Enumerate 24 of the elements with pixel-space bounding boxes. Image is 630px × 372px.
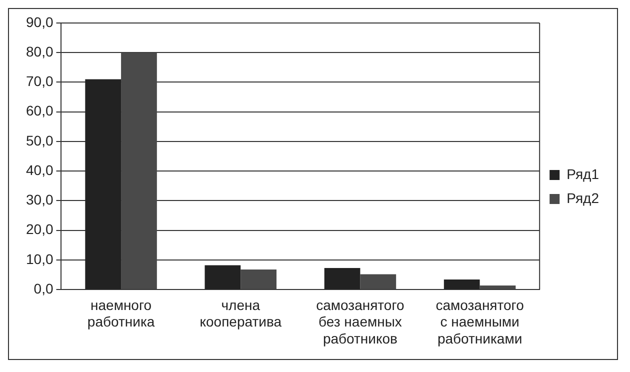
y-tick-label: 60,0	[26, 102, 54, 119]
bar	[360, 274, 396, 290]
y-tick-label: 0,0	[34, 280, 54, 296]
legend-label: Ряд1	[566, 166, 600, 182]
bar	[324, 268, 360, 290]
x-tick-label: самозанятого без наемных работников	[316, 296, 405, 346]
bar	[121, 52, 157, 290]
bar	[480, 285, 516, 290]
y-tick-label: 10,0	[26, 250, 54, 267]
bar	[240, 269, 277, 290]
x-tick-label: самозанятого с наемными работниками	[436, 296, 524, 346]
bar	[204, 265, 241, 290]
y-tick-label: 50,0	[26, 132, 54, 148]
bar	[85, 79, 122, 290]
y-tick-label: 90,0	[26, 14, 54, 30]
bar	[444, 280, 480, 290]
legend-label: Ряд2	[566, 190, 600, 206]
y-tick-label: 80,0	[26, 43, 54, 60]
y-tick-label: 40,0	[26, 162, 54, 178]
y-tick-label: 30,0	[26, 192, 54, 208]
x-tick-label: члена кооператива	[200, 296, 282, 330]
y-tick-label: 70,0	[26, 73, 54, 90]
y-tick-label: 20,0	[26, 221, 54, 238]
x-tick-label: наемного работника	[87, 296, 155, 330]
